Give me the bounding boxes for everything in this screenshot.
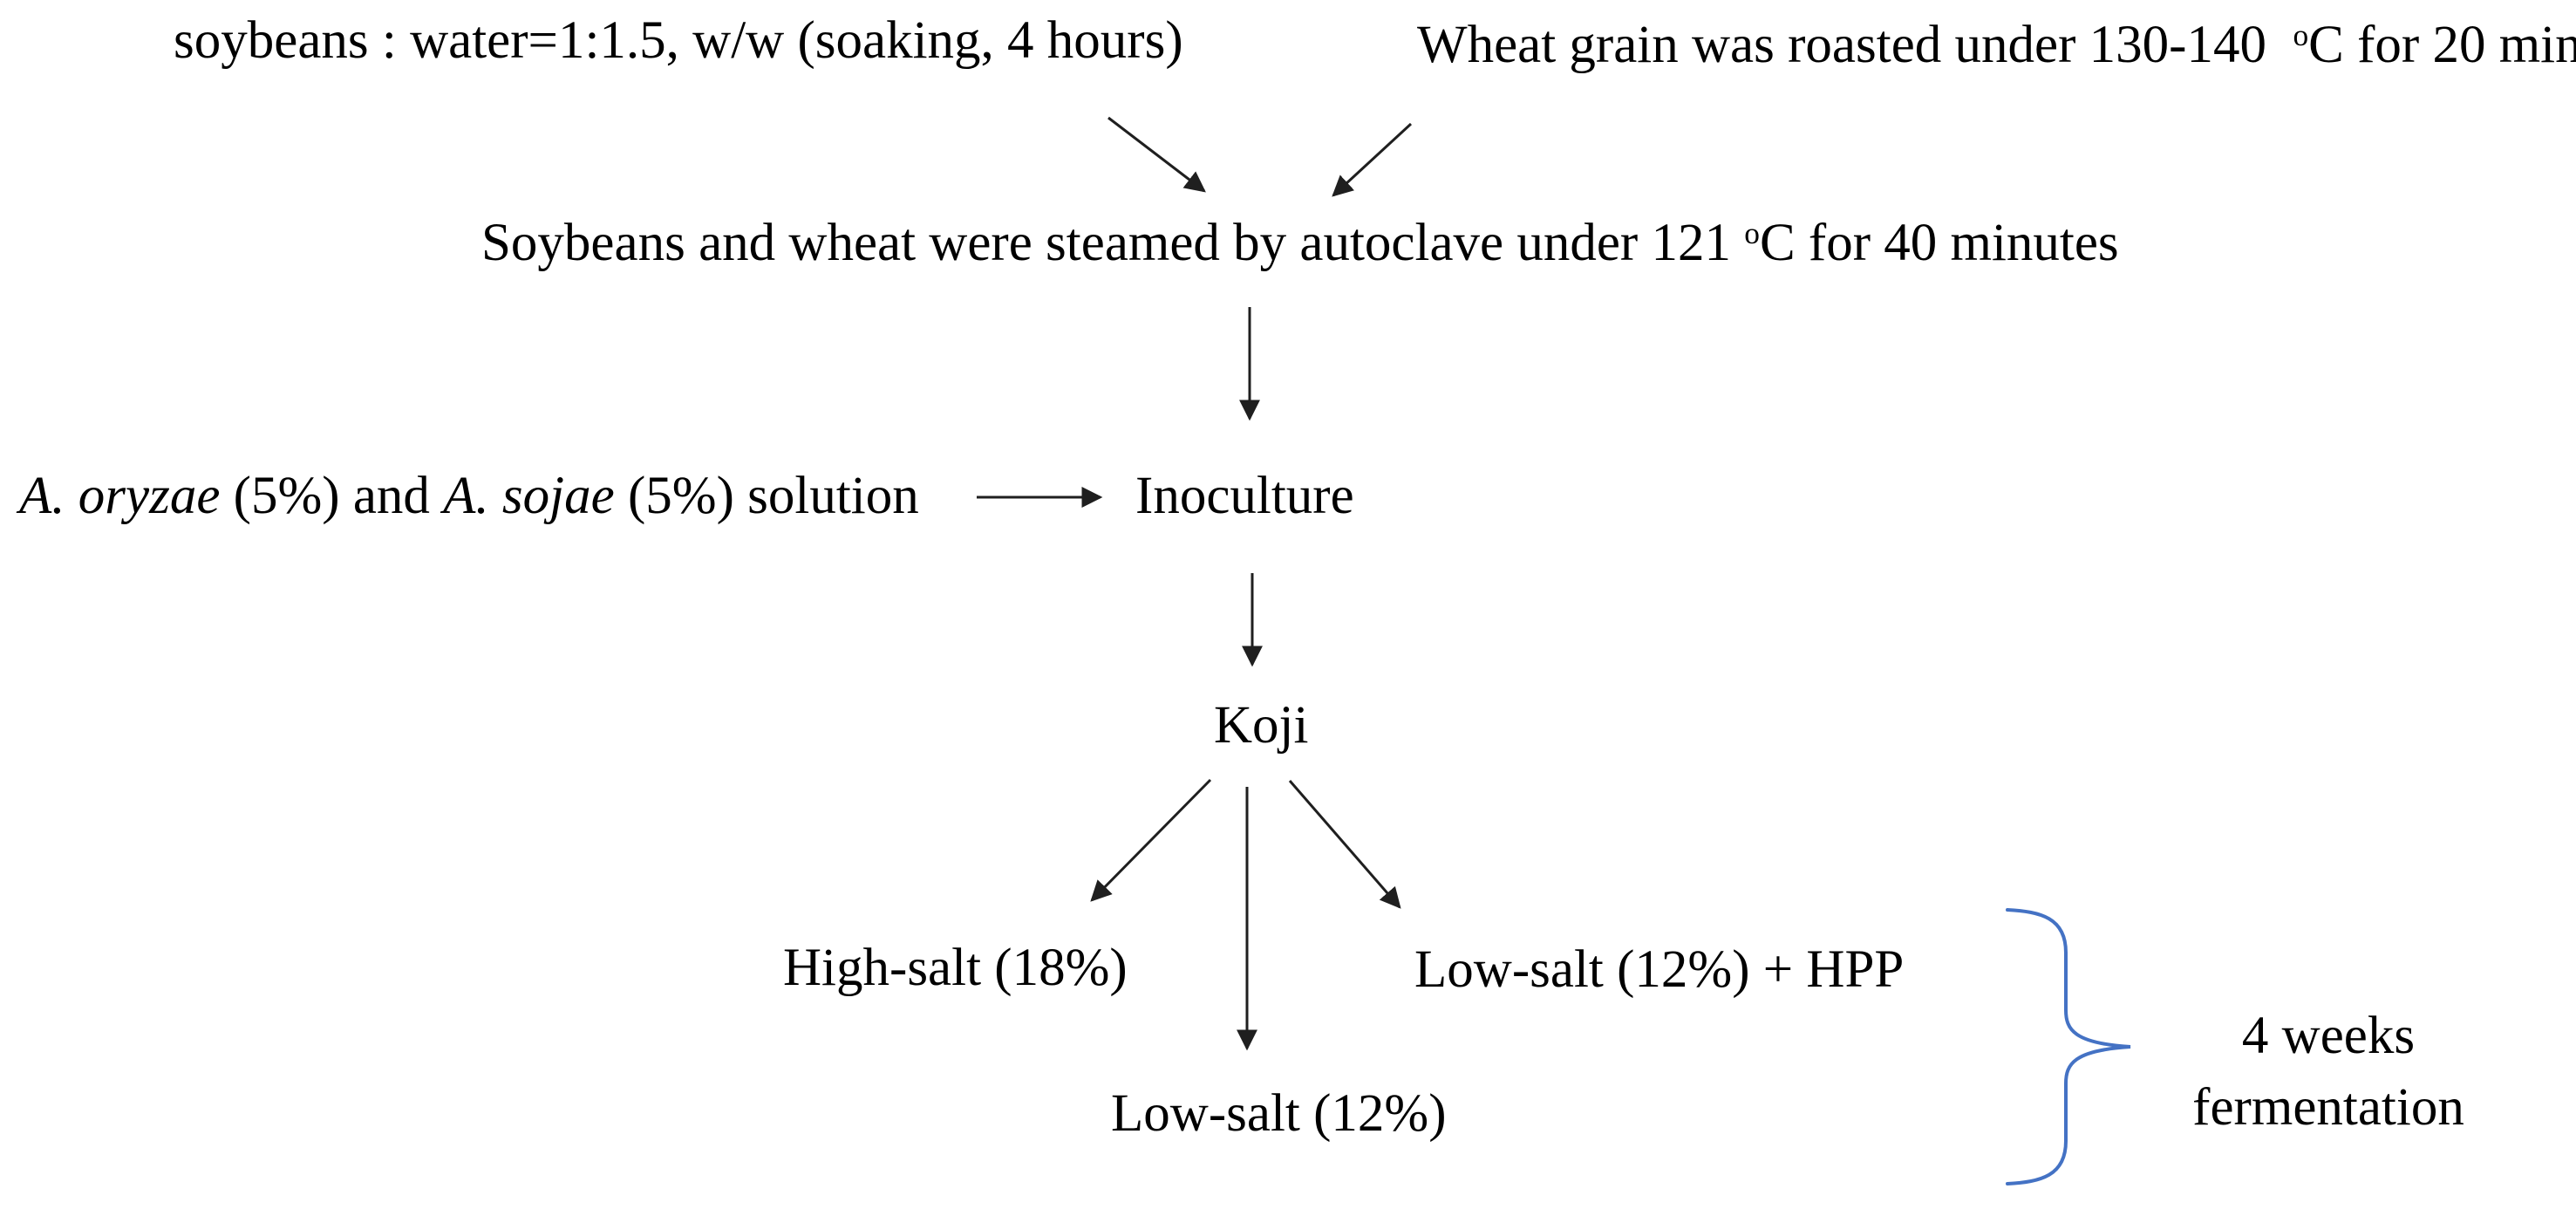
arrow-koji-to-high-salt (1090, 778, 1212, 902)
steam-text: Soybeans and wheat were steamed by autoc… (481, 214, 1745, 272)
high-salt-node-label: High-salt (18%) (783, 938, 1128, 999)
wheat-roast-text: Wheat grain was roasted under 130-140 (1417, 16, 2293, 74)
degree-superscript: o (2293, 17, 2309, 52)
arrow-koji-to-low-salt-hpp (1288, 780, 1401, 909)
low-salt-hpp-text: Low-salt (12%) + HPP (1414, 940, 1905, 999)
arrow-soak-to-steam (1107, 116, 1206, 193)
soak-step-label: soybeans : water=1:1.5, w/w (soaking, 4 … (174, 10, 1183, 72)
koji-text: Koji (1214, 696, 1309, 755)
koji-node-label: Koji (1214, 695, 1308, 756)
fermentation-duration-label: 4 weeks fermentation (2110, 1001, 2546, 1143)
soak-step-text: soybeans : water=1:1.5, w/w (soaking, 4 … (174, 11, 1183, 70)
wheat-roast-step-label: Wheat grain was roasted under 130-140 oC… (1417, 15, 2576, 76)
species-name-sojae: A. sojae (443, 467, 615, 525)
steam-text-tail: C for 40 minutes (1759, 214, 2119, 272)
wheat-roast-text-tail: C for 20 min (2308, 16, 2576, 74)
arrow-wheat-to-steam (1332, 122, 1413, 197)
low-salt-node-label: Low-salt (12%) (1111, 1083, 1447, 1144)
solution-text-mid: (5%) and (220, 467, 444, 525)
species-name-oryzae: A. oryzae (19, 467, 221, 525)
spore-solution-label: A. oryzae (5%) and A. sojae (5%) solutio… (19, 466, 919, 527)
fermentation-line1: 4 weeks (2241, 1007, 2416, 1065)
degree-superscript: o (1744, 215, 1760, 250)
inoculture-node-label: Inoculture (1135, 466, 1354, 527)
solution-text-tail: (5%) solution (614, 467, 919, 525)
steam-step-label: Soybeans and wheat were steamed by autoc… (481, 213, 2119, 274)
low-salt-text: Low-salt (12%) (1111, 1084, 1447, 1143)
fermentation-brace (2006, 908, 2131, 1185)
fermentation-line2: fermentation (2192, 1077, 2464, 1137)
high-salt-text: High-salt (18%) (783, 939, 1128, 997)
low-salt-hpp-node-label: Low-salt (12%) + HPP (1414, 939, 1904, 1001)
inoculture-text: Inoculture (1135, 467, 1354, 525)
